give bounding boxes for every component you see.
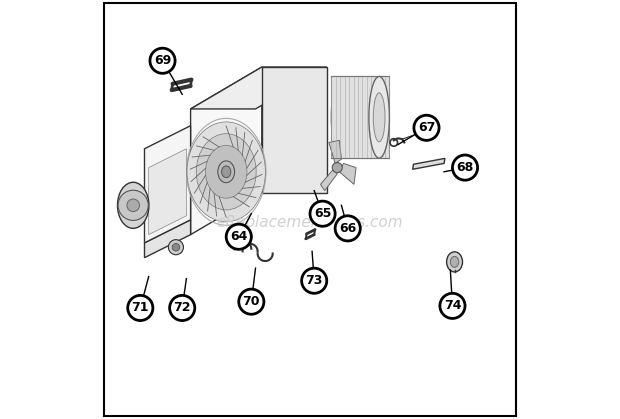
Polygon shape: [329, 140, 342, 163]
Polygon shape: [262, 67, 327, 193]
Text: 70: 70: [242, 295, 260, 308]
Circle shape: [172, 243, 180, 251]
Text: eReplacementParts.com: eReplacementParts.com: [216, 215, 404, 230]
Polygon shape: [413, 158, 445, 169]
Text: 71: 71: [131, 301, 149, 315]
Text: 68: 68: [456, 161, 474, 174]
Ellipse shape: [197, 134, 256, 210]
Circle shape: [150, 48, 175, 73]
Circle shape: [226, 224, 251, 249]
Circle shape: [440, 293, 465, 318]
Circle shape: [310, 201, 335, 226]
Circle shape: [169, 240, 184, 255]
Ellipse shape: [205, 145, 247, 198]
Circle shape: [127, 199, 140, 212]
Circle shape: [239, 289, 264, 314]
Ellipse shape: [373, 93, 385, 142]
Text: 73: 73: [306, 274, 323, 287]
Text: 69: 69: [154, 54, 171, 67]
Ellipse shape: [331, 76, 352, 158]
Polygon shape: [144, 126, 190, 243]
Ellipse shape: [446, 252, 463, 272]
Text: 66: 66: [339, 222, 356, 235]
Polygon shape: [144, 220, 190, 258]
Text: 67: 67: [418, 121, 435, 134]
Ellipse shape: [187, 122, 265, 222]
Circle shape: [414, 115, 439, 140]
Polygon shape: [190, 67, 327, 109]
Ellipse shape: [117, 182, 149, 228]
Circle shape: [335, 216, 360, 241]
Text: 74: 74: [444, 299, 461, 313]
Ellipse shape: [450, 256, 459, 267]
Polygon shape: [149, 149, 187, 235]
Circle shape: [118, 190, 148, 220]
Polygon shape: [339, 163, 356, 184]
Ellipse shape: [369, 76, 389, 158]
Ellipse shape: [218, 161, 234, 183]
Circle shape: [170, 295, 195, 321]
Polygon shape: [190, 67, 262, 235]
Ellipse shape: [221, 166, 231, 178]
Circle shape: [128, 295, 153, 321]
Ellipse shape: [190, 124, 263, 220]
Text: 72: 72: [174, 301, 191, 315]
Text: 64: 64: [230, 230, 247, 243]
Text: 65: 65: [314, 207, 331, 220]
Circle shape: [301, 268, 327, 293]
Polygon shape: [321, 170, 337, 191]
Circle shape: [453, 155, 477, 180]
Circle shape: [332, 163, 342, 173]
Polygon shape: [331, 76, 389, 158]
